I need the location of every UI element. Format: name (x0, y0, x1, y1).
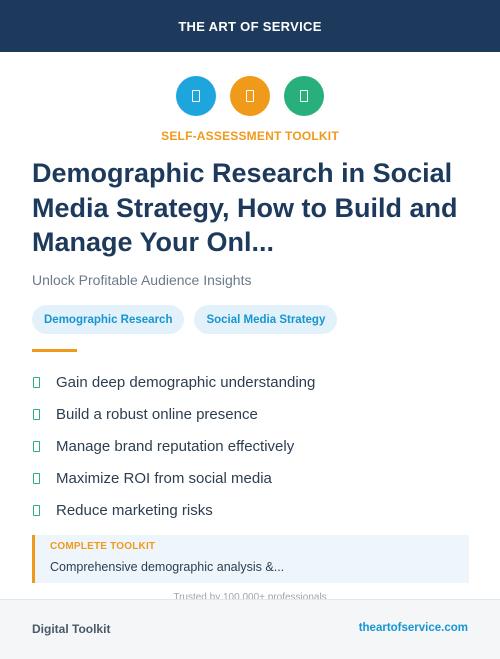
list-item: Manage brand reputation effectively (32, 430, 315, 462)
list-item: Gain deep demographic understanding (32, 366, 315, 398)
tag-list: Demographic Research Social Media Strate… (32, 305, 338, 334)
brand-name: THE ART OF SERVICE (178, 18, 322, 34)
check-icon (33, 472, 40, 484)
benefit-text: Build a robust online presence (56, 405, 258, 423)
check-icon (33, 376, 40, 388)
footer-label: Digital Toolkit (32, 622, 111, 636)
icon-row (0, 76, 500, 116)
document-icon (230, 76, 270, 116)
callout-text: Comprehensive demographic analysis &... (50, 560, 285, 574)
check-icon (33, 408, 40, 420)
list-item: Maximize ROI from social media (32, 462, 315, 494)
tag-social-media-strategy[interactable]: Social Media Strategy (194, 305, 338, 334)
accent-divider (32, 349, 77, 352)
check-icon (33, 440, 40, 452)
subtitle: Unlock Profitable Audience Insights (32, 272, 252, 288)
benefit-text: Maximize ROI from social media (56, 469, 272, 487)
benefit-text: Gain deep demographic understanding (56, 373, 316, 391)
kicker-label: SELF-ASSESSMENT TOOLKIT (161, 129, 339, 143)
top-banner: THE ART OF SERVICE (0, 0, 500, 52)
document-icon (284, 76, 324, 116)
trust-note: Trusted by 100,000+ professionals (173, 592, 327, 603)
document-icon (176, 76, 216, 116)
benefit-text: Reduce marketing risks (56, 501, 213, 519)
footer: Digital Toolkit theartofservice.com (0, 599, 500, 659)
tag-demographic-research[interactable]: Demographic Research (32, 305, 185, 334)
benefit-list: Gain deep demographic understanding Buil… (32, 366, 315, 526)
website-link[interactable]: theartofservice.com (358, 622, 468, 634)
toolkit-callout: COMPLETE TOOLKIT Comprehensive demograph… (32, 535, 469, 583)
list-item: Reduce marketing risks (32, 494, 315, 526)
callout-label: COMPLETE TOOLKIT (50, 541, 156, 552)
list-item: Build a robust online presence (32, 398, 315, 430)
benefit-text: Manage brand reputation effectively (56, 437, 295, 455)
page-title: Demographic Research in Social Media Str… (32, 158, 458, 257)
check-icon (33, 504, 40, 516)
